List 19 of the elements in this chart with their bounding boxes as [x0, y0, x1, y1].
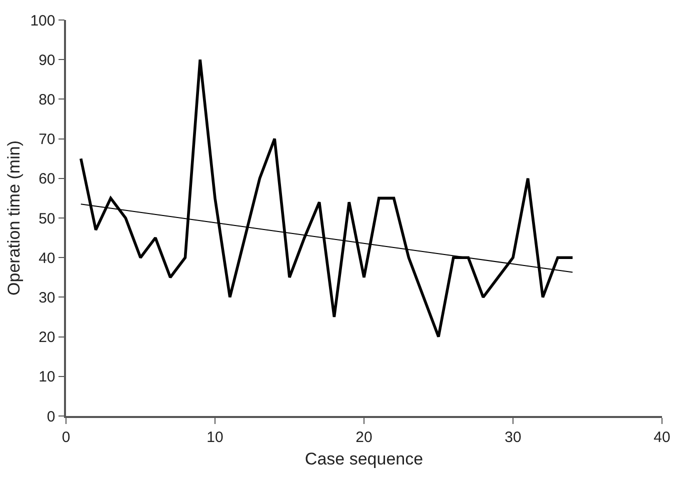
y-axis-title: Operation time (min) — [4, 140, 24, 296]
y-tick-label: 40 — [38, 250, 56, 267]
x-axis-title: Case sequence — [304, 450, 424, 469]
x-tick-label: 20 — [356, 428, 372, 446]
y-tick-label: 50 — [38, 210, 56, 228]
y-tick-label: 80 — [38, 91, 56, 108]
y-tick-label: 60 — [38, 170, 56, 188]
y-tick-label: 0 — [46, 408, 56, 426]
y-tick-label: 30 — [38, 289, 56, 306]
x-tick-label: 40 — [654, 428, 670, 446]
x-tick-label: 10 — [206, 428, 224, 446]
y-tick-label: 10 — [38, 368, 56, 386]
y-tick-label: 70 — [38, 131, 56, 148]
x-tick-label: 0 — [62, 428, 70, 446]
y-tick-label: 20 — [38, 329, 56, 346]
x-tick-label: 30 — [504, 428, 522, 446]
line-series — [80, 58, 574, 338]
y-tick-label: 100 — [30, 12, 56, 30]
y-tick-label: 90 — [38, 52, 56, 69]
